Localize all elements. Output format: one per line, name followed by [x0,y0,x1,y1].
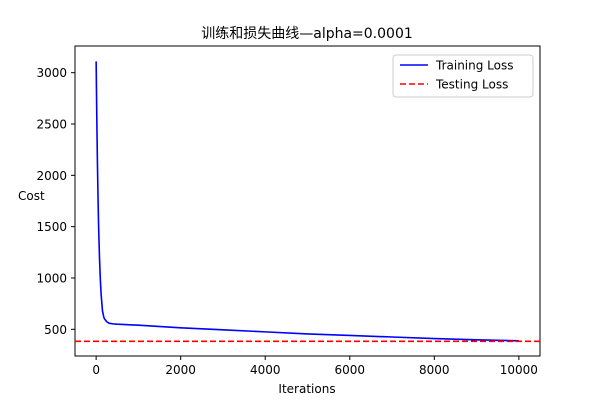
x-tick-label: 4000 [250,363,281,377]
series-layer [75,61,540,343]
x-tick-label: 6000 [334,363,365,377]
y-axis-label: Cost [18,189,45,203]
x-tick-label: 2000 [165,363,196,377]
chart-title: 训练和损失曲线—alpha=0.0001 [201,26,413,42]
x-tick-label: 8000 [419,363,450,377]
y-tick-label: 2500 [36,118,67,132]
series-line-training-loss [95,61,519,342]
x-tick-label: 0 [92,363,100,377]
legend-label-testing: Testing Loss [435,78,508,92]
legend-label-training: Training Loss [435,59,513,73]
legend: Training Loss Testing Loss [392,54,534,98]
y-tick-label: 3000 [36,66,67,80]
x-tick-label: 10000 [500,363,538,377]
y-tick-label: 1500 [36,220,67,234]
y-tick-label: 2000 [36,169,67,183]
x-axis-label: Iterations [278,382,335,396]
axis-ticks: 0 2000 4000 6000 8000 10000 500 1000 1500 2000 250… [36,66,538,377]
y-tick-label: 500 [44,323,67,337]
y-tick-label: 1000 [36,271,67,285]
plot-area [74,45,541,357]
